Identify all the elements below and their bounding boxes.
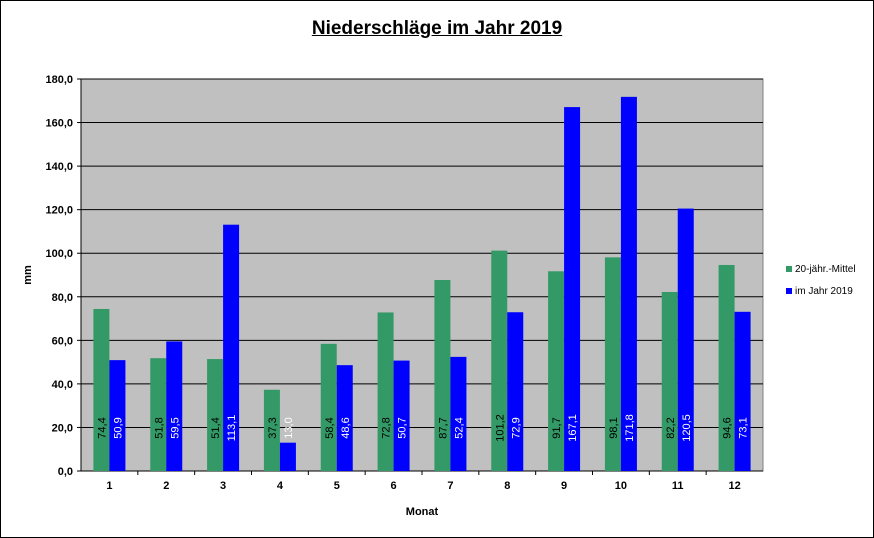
x-tick-label: 12 bbox=[728, 480, 740, 492]
bar-2019-8 bbox=[507, 312, 524, 471]
y-axis-title: mm bbox=[22, 265, 34, 285]
data-label: 167,1 bbox=[567, 414, 579, 442]
data-label: 72,9 bbox=[510, 417, 522, 438]
data-label: 59,5 bbox=[169, 417, 181, 438]
data-label: 98,1 bbox=[608, 417, 620, 438]
bar-mittel-3 bbox=[207, 359, 224, 471]
x-tick-label: 7 bbox=[447, 480, 453, 492]
y-tick-label: 60,0 bbox=[52, 335, 73, 347]
bar-2019-10 bbox=[620, 96, 637, 471]
bar-mittel-2 bbox=[150, 358, 167, 471]
bar-2019-6 bbox=[393, 360, 410, 471]
data-label: 94,6 bbox=[722, 417, 734, 438]
x-tick-label: 8 bbox=[504, 480, 510, 492]
y-tick-label: 80,0 bbox=[52, 292, 73, 304]
bar-mittel-12 bbox=[718, 264, 735, 471]
bar-mittel-4 bbox=[263, 389, 280, 471]
bar-mittel-10 bbox=[604, 257, 621, 471]
y-tick-label: 100,0 bbox=[45, 248, 73, 260]
bar-2019-2 bbox=[166, 341, 183, 471]
legend-item-mittel: 20-jähr.-Mittel bbox=[786, 258, 856, 280]
bar-2019-3 bbox=[223, 224, 240, 471]
data-label: 72,8 bbox=[381, 417, 393, 438]
x-tick-label: 1 bbox=[106, 480, 112, 492]
data-label: 52,4 bbox=[453, 417, 465, 438]
data-label: 74,4 bbox=[96, 417, 108, 438]
bar-2019-5 bbox=[336, 365, 353, 471]
bar-2019-11 bbox=[677, 208, 694, 472]
x-tick-label: 11 bbox=[672, 480, 684, 492]
y-tick-label: 20,0 bbox=[52, 422, 73, 434]
legend: 20-jähr.-Mittel im Jahr 2019 bbox=[786, 258, 856, 302]
bar-mittel-1 bbox=[93, 308, 110, 471]
x-axis-title: Monat bbox=[406, 506, 439, 518]
x-tick-label: 10 bbox=[615, 480, 627, 492]
data-label: 82,2 bbox=[665, 417, 677, 438]
bar-2019-7 bbox=[450, 356, 467, 471]
legend-label-mittel: 20-jähr.-Mittel bbox=[795, 263, 856, 275]
data-label: 87,7 bbox=[437, 417, 449, 438]
bar-mittel-6 bbox=[377, 312, 394, 471]
data-label: 51,4 bbox=[210, 417, 222, 438]
bar-mittel-8 bbox=[491, 250, 508, 471]
legend-label-2019: im Jahr 2019 bbox=[795, 285, 853, 297]
x-tick-label: 3 bbox=[220, 480, 226, 492]
data-label: 113,1 bbox=[226, 415, 238, 442]
x-tick-label: 2 bbox=[163, 480, 169, 492]
x-tick-label: 9 bbox=[561, 480, 567, 492]
legend-swatch-2019 bbox=[786, 288, 792, 294]
y-tick-label: 140,0 bbox=[45, 161, 73, 173]
chart-title: Niederschläge im Jahr 2019 bbox=[311, 18, 563, 39]
data-label: 13,0 bbox=[283, 417, 295, 438]
bar-2019-1 bbox=[109, 360, 126, 471]
y-tick-label: 0,0 bbox=[58, 466, 73, 478]
x-tick-label: 5 bbox=[334, 480, 340, 492]
data-label: 48,6 bbox=[340, 417, 352, 438]
legend-item-2019: im Jahr 2019 bbox=[786, 280, 856, 302]
y-tick-label: 120,0 bbox=[45, 205, 73, 217]
data-label: 73,1 bbox=[738, 417, 750, 438]
data-label: 51,8 bbox=[153, 417, 165, 438]
data-label: 37,3 bbox=[267, 417, 279, 438]
x-tick-label: 6 bbox=[391, 480, 397, 492]
y-tick-label: 180,0 bbox=[45, 74, 73, 86]
data-label: 50,7 bbox=[397, 417, 409, 438]
bar-mittel-11 bbox=[661, 291, 678, 471]
bar-mittel-9 bbox=[548, 271, 565, 471]
y-tick-label: 160,0 bbox=[45, 118, 73, 130]
data-label: 171,8 bbox=[624, 414, 636, 442]
legend-swatch-mittel bbox=[786, 266, 792, 272]
data-label: 91,7 bbox=[551, 417, 563, 438]
y-tick-label: 40,0 bbox=[52, 379, 73, 391]
data-label: 58,4 bbox=[324, 417, 336, 438]
bar-2019-4 bbox=[279, 442, 296, 471]
plot-area bbox=[80, 78, 764, 472]
data-label: 101,2 bbox=[494, 414, 506, 442]
bar-mittel-5 bbox=[320, 343, 337, 471]
data-label: 120,5 bbox=[681, 414, 693, 442]
bar-mittel-7 bbox=[434, 280, 451, 471]
bar-2019-9 bbox=[564, 107, 581, 472]
data-label: 50,9 bbox=[112, 417, 124, 438]
x-tick-label: 4 bbox=[277, 480, 284, 492]
bar-2019-12 bbox=[734, 311, 751, 471]
